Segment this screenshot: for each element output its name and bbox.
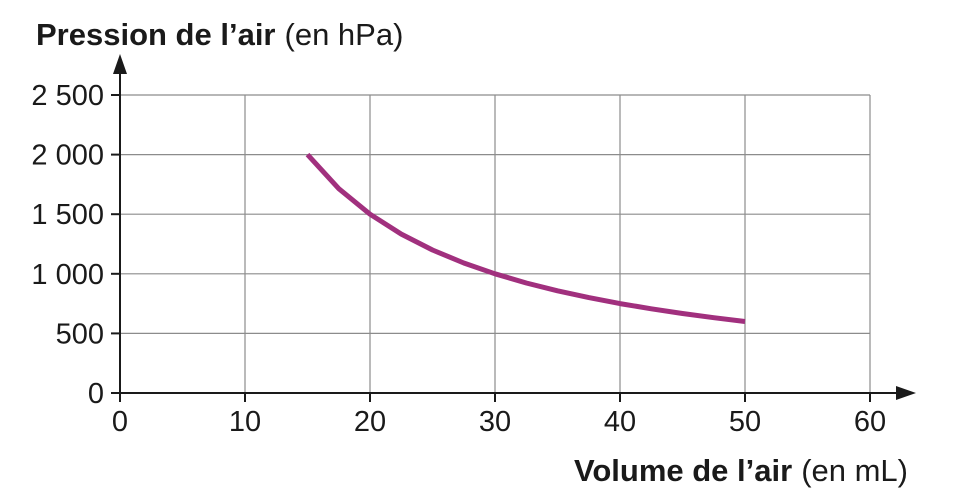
y-tick-label: 1 000 [31,259,104,291]
x-axis-title-main: Volume de l’air [574,453,792,488]
x-tick-label: 50 [729,406,761,438]
y-ticks: 0 500 1 000 1 500 2 000 2 500 [31,80,120,410]
x-axis-arrow [896,386,916,400]
x-ticks: 0 10 20 30 40 50 60 [112,393,886,438]
series-layer [305,152,746,324]
x-tick-label: 10 [229,406,261,438]
x-tick-label: 20 [354,406,386,438]
y-tick-label: 0 [88,378,104,410]
grid [120,94,871,393]
axes [113,54,916,400]
x-axis-title: Volume de l’air (en mL) [574,453,908,488]
x-tick-label: 0 [112,406,128,438]
y-tick-label: 500 [56,318,104,350]
y-axis-arrow [113,54,127,74]
x-tick-label: 30 [479,406,511,438]
y-axis-title-main: Pression de l’air [36,17,276,52]
y-tick-label: 2 000 [31,140,104,172]
x-tick-label: 40 [604,406,636,438]
x-axis-title-unit: (en mL) [801,453,908,488]
y-axis-title-unit: (en hPa) [285,17,404,52]
y-tick-label: 2 500 [31,80,104,112]
series-line-0 [305,152,746,324]
x-tick-label: 60 [854,406,886,438]
y-axis-title: Pression de l’air (en hPa) [36,17,403,52]
y-tick-label: 1 500 [31,199,104,231]
